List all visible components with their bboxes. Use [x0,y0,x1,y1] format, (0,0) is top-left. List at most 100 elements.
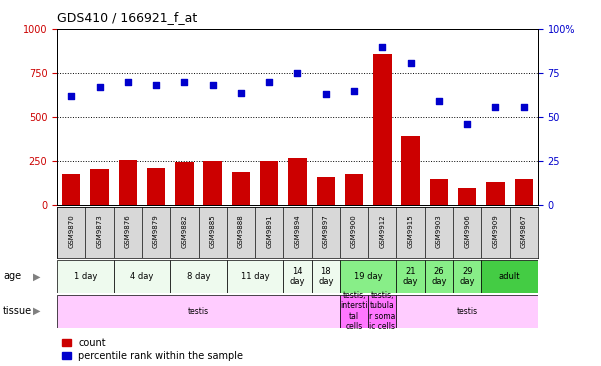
Bar [373,54,391,205]
Legend: count, percentile rank within the sample: count, percentile rank within the sample [62,338,243,361]
Point [151,83,161,89]
Bar [312,260,340,293]
Text: GSM9882: GSM9882 [182,214,188,248]
Bar [340,295,368,328]
Point [95,84,105,90]
Text: 14
day: 14 day [290,266,305,286]
Bar [368,207,397,258]
Bar [397,295,538,328]
Bar [453,207,481,258]
Text: GSM9915: GSM9915 [407,214,413,248]
Bar [142,207,170,258]
Point [462,121,472,127]
Bar [425,260,453,293]
Point [377,44,387,50]
Text: GSM9879: GSM9879 [153,214,159,248]
Bar [90,169,109,205]
Text: 21
day: 21 day [403,266,418,286]
Text: 1 day: 1 day [74,272,97,281]
Text: GSM9873: GSM9873 [97,214,103,248]
Bar [204,161,222,205]
Bar [397,207,425,258]
Text: GDS410 / 166921_f_at: GDS410 / 166921_f_at [57,11,197,24]
Text: ▶: ▶ [33,306,40,316]
Point [519,104,528,109]
Bar [170,260,227,293]
Text: 29
day: 29 day [459,266,475,286]
Bar [458,188,477,205]
Text: GSM9870: GSM9870 [69,214,75,248]
Bar [481,207,510,258]
Point [67,93,76,99]
Bar [260,161,278,205]
Bar [340,260,397,293]
Bar [510,207,538,258]
Bar [481,260,538,293]
Text: GSM9912: GSM9912 [379,214,385,248]
Text: ▶: ▶ [33,271,40,281]
Bar [147,168,165,205]
Point [264,79,274,85]
Point [406,60,415,66]
Bar [453,260,481,293]
Text: GSM9876: GSM9876 [125,214,131,248]
Bar [283,207,312,258]
Text: GSM9867: GSM9867 [520,214,526,248]
Text: GSM9888: GSM9888 [238,214,244,248]
Point [434,98,444,104]
Text: testis: testis [188,307,209,315]
Bar [227,207,255,258]
Bar [368,295,397,328]
Text: 18
day: 18 day [318,266,334,286]
Point [236,90,246,96]
Text: 19 day: 19 day [354,272,382,281]
Text: testis: testis [457,307,478,315]
Text: testis,
intersti
tal
cells: testis, intersti tal cells [340,291,368,331]
Bar [57,295,340,328]
Bar [114,207,142,258]
Bar [514,179,533,205]
Bar [175,162,194,205]
Text: GSM9891: GSM9891 [266,214,272,248]
Point [349,88,359,94]
Bar [317,177,335,205]
Point [490,104,500,109]
Text: GSM9885: GSM9885 [210,214,216,248]
Bar [62,174,81,205]
Text: 4 day: 4 day [130,272,154,281]
Text: GSM9903: GSM9903 [436,214,442,248]
Bar [340,207,368,258]
Point [123,79,133,85]
Bar [283,260,312,293]
Bar [486,182,505,205]
Text: 8 day: 8 day [187,272,210,281]
Bar [57,207,85,258]
Bar [57,260,114,293]
Point [321,92,331,97]
Bar [345,174,363,205]
Bar [255,207,283,258]
Bar [85,207,114,258]
Text: 26
day: 26 day [431,266,447,286]
Bar [397,260,425,293]
Bar [198,207,227,258]
Point [208,83,218,89]
Text: GSM9906: GSM9906 [464,214,470,248]
Bar [118,160,137,205]
Text: GSM9900: GSM9900 [351,214,357,248]
Bar [232,172,250,205]
Text: tissue: tissue [3,306,32,316]
Point [180,79,189,85]
Text: adult: adult [499,272,520,281]
Bar [430,179,448,205]
Point [293,70,302,76]
Text: testis,
tubula
r soma
ic cells: testis, tubula r soma ic cells [369,291,395,331]
Bar [312,207,340,258]
Bar [170,207,198,258]
Bar [114,260,170,293]
Text: GSM9909: GSM9909 [492,214,498,248]
Text: GSM9894: GSM9894 [294,214,300,248]
Bar [288,157,307,205]
Bar [227,260,283,293]
Text: age: age [3,271,21,281]
